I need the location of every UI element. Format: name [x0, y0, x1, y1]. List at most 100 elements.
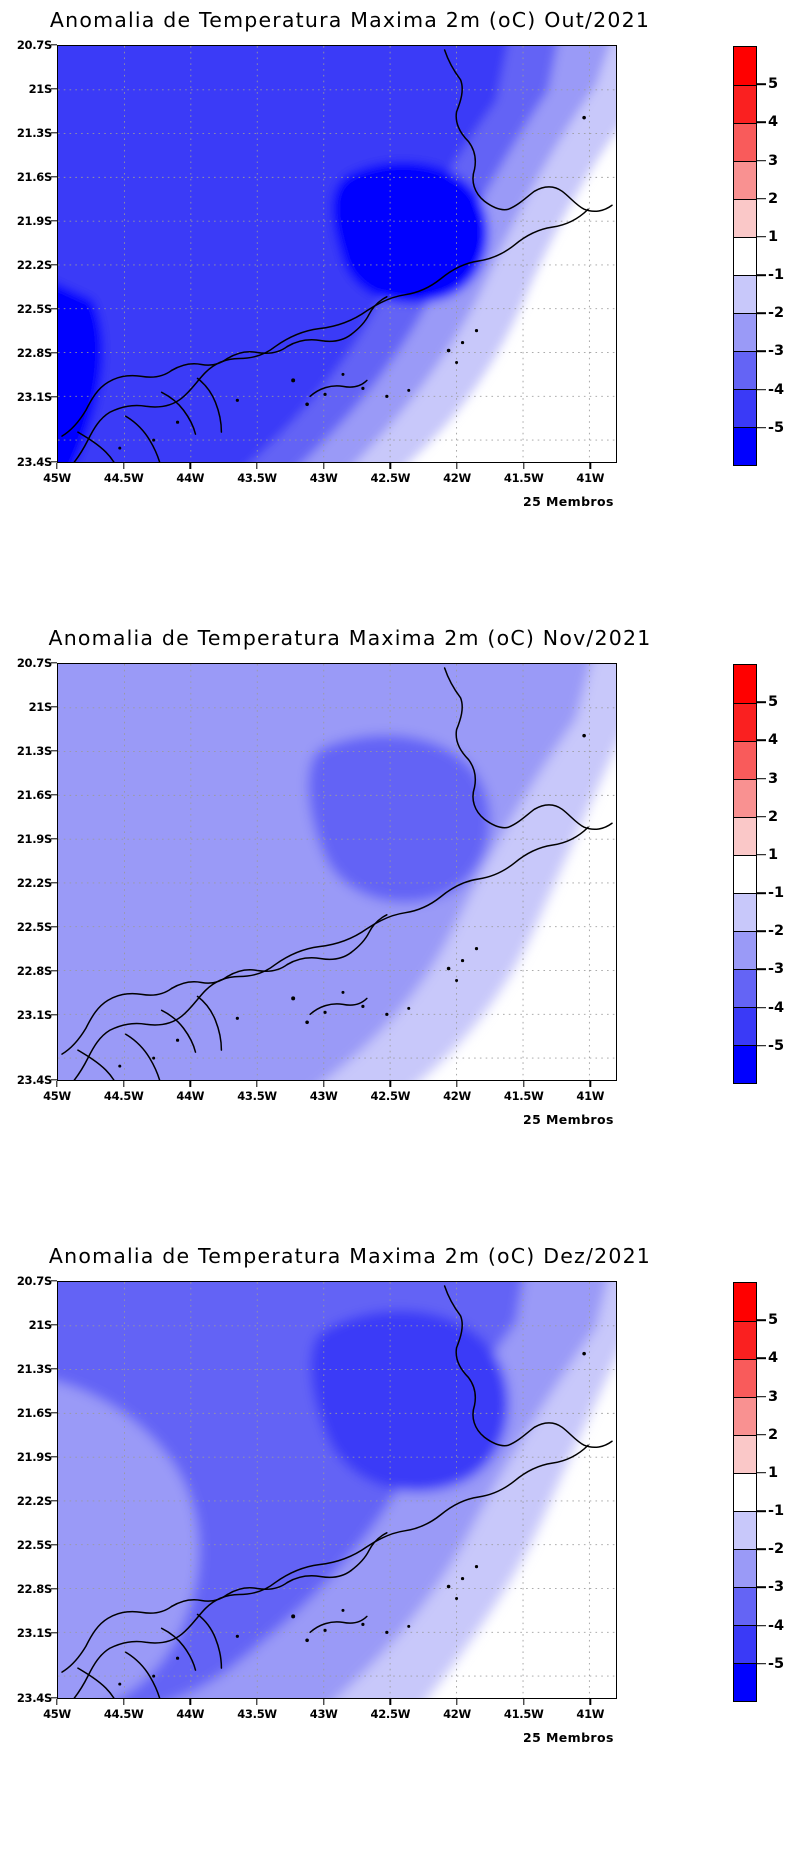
colorbar-label: 3 [768, 1388, 779, 1405]
colorbar-label: 3 [768, 152, 779, 169]
y-tick-mark [51, 882, 57, 884]
coastline-path [61, 49, 613, 462]
x-tick-label: 45W [43, 471, 71, 485]
colorbar-label: 2 [768, 190, 779, 207]
colorbar-label: -2 [768, 1541, 785, 1558]
colorbar-label: 1 [768, 846, 779, 863]
colorbar-divider [734, 702, 756, 705]
colorbar-tick [757, 1663, 766, 1665]
panel-dez2021: Anomalia de Temperatura Maxima 2m (oC) D… [0, 1236, 800, 1854]
x-tick-mark [522, 1081, 525, 1087]
y-tick-label: 21.6S [16, 788, 52, 802]
colorbar-divider [734, 388, 756, 391]
colorbar-tick [757, 274, 766, 276]
colorbar-tick [757, 701, 766, 703]
y-tick-label: 20.7S [16, 1274, 52, 1288]
colorbar-label: 1 [768, 1464, 779, 1481]
x-tick-mark [456, 1081, 458, 1087]
x-tick-label: 44W [176, 1089, 205, 1103]
colorbar-label: -1 [768, 267, 785, 284]
x-tick-label: 41W [576, 1707, 605, 1721]
panel-out2021: Anomalia de Temperatura Maxima 2m (oC) O… [0, 0, 800, 618]
y-tick-label: 23.1S [16, 1626, 52, 1640]
y-tick-label: 22.2S [16, 1494, 52, 1508]
x-tick-mark [189, 1699, 191, 1705]
colorbar-band [734, 236, 756, 275]
colorbar-divider [734, 122, 756, 125]
colorbar-band [734, 47, 756, 85]
y-tick-mark [51, 264, 57, 266]
colorbar-band [734, 1472, 756, 1511]
anomaly-field-nov2021 [58, 664, 616, 1080]
y-tick-label: 22.8S [16, 1582, 52, 1596]
colorbar-band [734, 274, 756, 313]
y-tick-label: 22.8S [16, 346, 52, 360]
colorbar-divider [734, 1320, 756, 1323]
colorbar-band [734, 892, 756, 931]
colorbar-band [734, 854, 756, 893]
y-tick-mark [51, 396, 57, 398]
colorbar-label: -1 [768, 885, 785, 902]
colorbar-divider [734, 1434, 756, 1437]
colorbar-tick [757, 1045, 766, 1047]
y-tick-label: 21.3S [16, 126, 52, 140]
x-tick-label: 42.5W [370, 1089, 411, 1103]
x-tick-mark [56, 1699, 58, 1705]
colorbar-label: 4 [768, 1350, 779, 1367]
map-plot-area [57, 1281, 617, 1699]
y-tick-mark [51, 1412, 57, 1414]
colorbar-tick [757, 777, 766, 780]
y-tick-mark [51, 1544, 57, 1546]
y-tick-mark [51, 1588, 57, 1590]
y-tick-label: 21.3S [16, 744, 52, 758]
x-tick-mark [322, 1699, 325, 1705]
y-tick-label: 21S [28, 1318, 53, 1332]
y-tick-label: 20.7S [16, 38, 52, 52]
colorbar-band [734, 84, 756, 123]
colorbar-band [734, 122, 756, 161]
x-tick-mark [189, 1081, 191, 1087]
colorbar-divider [734, 1586, 756, 1589]
y-tick-mark [51, 220, 57, 222]
y-tick-label: 21S [28, 700, 53, 714]
colorbar-divider [734, 968, 756, 971]
colorbar-divider [734, 1662, 756, 1665]
x-tick-label: 44.5W [103, 1707, 144, 1721]
colorbar-divider [734, 816, 756, 819]
members-note: 25 Membros [523, 494, 614, 509]
x-tick-label: 44.5W [103, 471, 144, 485]
x-tick-mark [589, 463, 591, 469]
colorbar-divider [734, 1044, 756, 1047]
colorbar-label: -3 [768, 1579, 785, 1596]
y-tick-mark [51, 1014, 57, 1016]
y-tick-label: 21.9S [16, 214, 52, 228]
colorbar-label: -2 [768, 923, 785, 940]
y-tick-mark [51, 794, 57, 796]
y-tick-label: 22.8S [16, 964, 52, 978]
colorbar-divider [734, 84, 756, 87]
colorbar-band [734, 702, 756, 741]
coastline-islands [118, 733, 586, 1068]
panel-title: Anomalia de Temperatura Maxima 2m (oC) O… [49, 8, 651, 32]
colorbar-tick [757, 930, 766, 933]
colorbar-label: -3 [768, 961, 785, 978]
colorbar-divider [734, 1510, 756, 1513]
y-tick-mark [51, 838, 57, 840]
colorbar-divider [734, 1006, 756, 1009]
y-tick-mark [51, 461, 57, 463]
colorbar-tick [757, 1510, 766, 1512]
colorbar-label: 4 [768, 732, 779, 749]
colorbar-band [734, 968, 756, 1007]
y-tick-mark [51, 1500, 57, 1502]
colorbar-tick [757, 197, 766, 200]
colorbar-band [734, 1044, 756, 1083]
colorbar-divider [734, 160, 756, 163]
colorbar-divider [734, 312, 756, 315]
colorbar-band [734, 1358, 756, 1397]
anomaly-field-dez2021 [58, 1282, 616, 1698]
x-tick-label: 44W [176, 471, 205, 485]
colorbar-label: -5 [768, 1037, 785, 1054]
colorbar-label: 1 [768, 228, 779, 245]
colorbar-divider [734, 854, 756, 857]
